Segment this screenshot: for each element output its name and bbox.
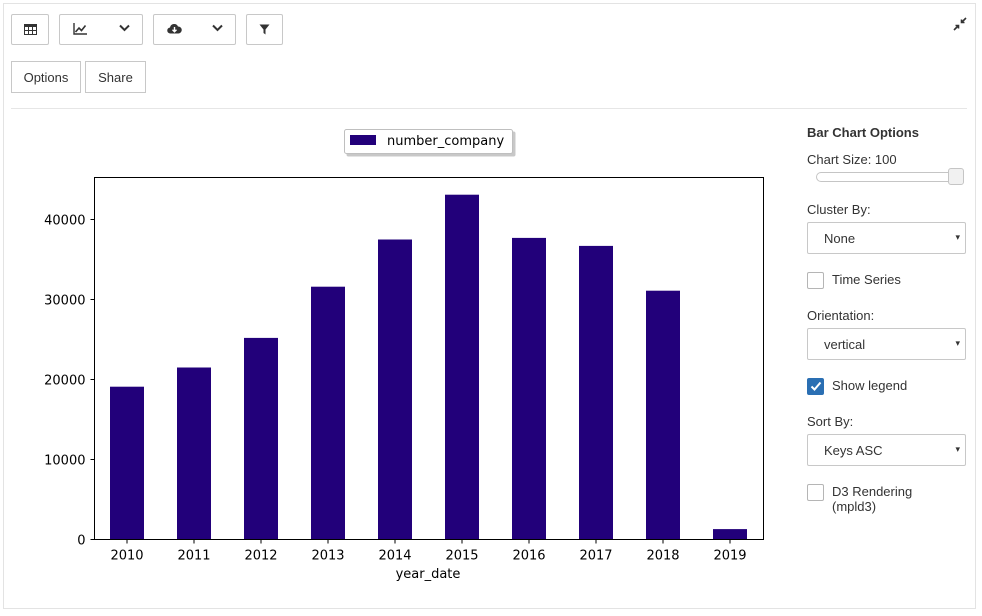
sort-by-value: Keys ASC [824,443,883,458]
bar-2014 [378,239,412,540]
show-legend-label: Show legend [832,378,908,393]
y-tick-label: 30000 [44,294,85,309]
filter-button[interactable] [246,14,283,45]
legend: number_company [344,129,516,157]
orientation-select[interactable]: vertical ▾ [807,328,966,360]
x-tick-label: 2011 [177,549,210,564]
bar-2010 [110,386,144,540]
dropdown-arrow-icon: ▾ [955,338,960,348]
d3-rendering-label: D3 Rendering (mpld3) [832,484,912,514]
divider [11,108,967,109]
bars-group [110,194,747,540]
line-chart-icon [73,23,87,35]
x-tick-label: 2013 [311,549,344,564]
filter-icon [259,24,270,35]
cluster-by-value: None [824,231,856,246]
legend-box [344,129,513,154]
x-tick-label: 2016 [512,549,545,564]
x-tick-label: 2018 [646,549,679,564]
cluster-by-label: Cluster By: [807,202,871,217]
y-tick-label: 20000 [44,374,85,389]
sort-by-label: Sort By: [807,414,854,429]
d3-rendering-label-line2: (mpld3) [832,499,877,514]
bar-2018 [646,290,680,540]
bar-2016 [512,237,546,540]
chart-type-dropdown[interactable] [59,14,143,45]
chevron-down-icon [212,24,223,32]
table-icon [23,24,37,35]
chart-panel [3,3,976,609]
x-axis-label: year_date [396,567,461,582]
x-tick-label: 2015 [445,549,478,564]
time-series-label: Time Series [832,272,901,287]
y-tick-label: 0 [77,534,85,549]
d3-rendering-label-line1: D3 Rendering [832,484,913,499]
chart-size-slider[interactable] [816,172,964,182]
options-title: Bar Chart Options [807,125,919,140]
d3-rendering-checkbox[interactable] [807,484,824,501]
chevron-down-icon [119,24,130,32]
bar-2017 [579,245,613,540]
cluster-by-select[interactable]: None ▾ [807,222,966,254]
legend-label: number_company [387,134,504,149]
compress-icon [953,17,967,35]
legend-swatch [350,135,376,145]
dropdown-arrow-icon: ▾ [955,444,960,454]
download-dropdown[interactable] [153,14,236,45]
chart-size-slider-handle[interactable] [948,168,964,185]
cloud-download-icon [167,23,182,34]
x-tick-label: 2014 [378,549,411,564]
checkmark-icon [810,381,822,391]
bar-2012 [244,337,278,540]
bar-2011 [177,367,211,540]
bar-2013 [311,286,345,540]
y-tick-label: 40000 [44,214,85,229]
table-view-button[interactable] [11,14,49,45]
x-tick-label: 2012 [244,549,277,564]
options-button[interactable]: Options [11,61,81,93]
x-tick-label: 2019 [713,549,746,564]
y-tick-label: 10000 [44,454,85,469]
bar-2019 [713,529,747,540]
time-series-checkbox[interactable] [807,272,824,289]
plot-area-frame [94,177,764,540]
x-tick-label: 2010 [110,549,143,564]
orientation-label: Orientation: [807,308,875,323]
x-axis: 2010 2011 2012 2013 2014 2015 2016 2017 2018 2019 [110,539,747,564]
chart-size-label: Chart Size: 100 [807,152,897,167]
sort-by-select[interactable]: Keys ASC ▾ [807,434,966,466]
orientation-value: vertical [824,337,866,352]
collapse-button[interactable] [953,17,967,36]
y-axis: 0 10000 20000 30000 40000 [44,214,95,549]
x-tick-label: 2017 [579,549,612,564]
dropdown-arrow-icon: ▾ [955,232,960,242]
show-legend-checkbox[interactable] [807,378,824,395]
share-button[interactable]: Share [85,61,146,93]
bar-2015 [445,194,479,540]
